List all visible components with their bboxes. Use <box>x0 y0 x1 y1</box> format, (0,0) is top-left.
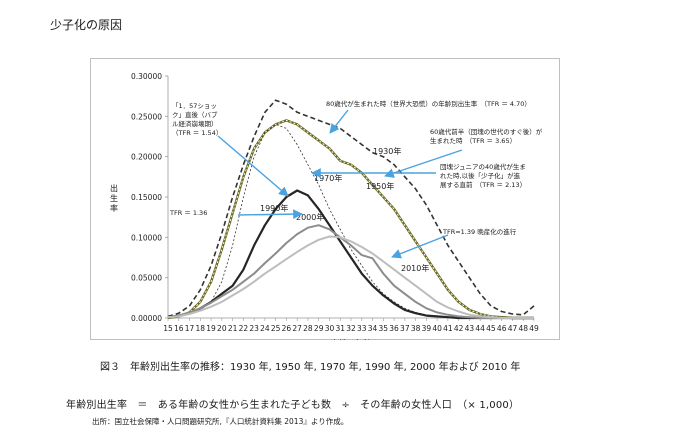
x-tick-label: 46 <box>497 324 507 333</box>
x-tick-label: 27 <box>292 324 302 333</box>
x-tick-label: 43 <box>465 324 475 333</box>
figure-caption: 図３ 年齢別出生率の推移：1930 年, 1950 年, 1970 年, 199… <box>100 362 521 373</box>
birth-rate-chart: 0.00000 0.05000 0.10000 0.15000 0.20000 0.250… <box>110 72 543 340</box>
x-tick-label: 49 <box>529 324 539 333</box>
annotation-arrow <box>217 135 289 197</box>
annotation-text: （TFR ＝ 1.54） <box>172 129 222 137</box>
x-tick-label: 35 <box>379 324 389 333</box>
x-tick-label: 47 <box>508 324 518 333</box>
x-tick-label: 25 <box>271 324 281 333</box>
x-axis-title: 女性の年齢 <box>331 338 371 340</box>
y-axis-title-char: 出 <box>110 183 118 193</box>
x-tick-label: 32 <box>346 324 356 333</box>
series-label: 1930年 <box>373 146 401 156</box>
series-label: 2000年 <box>296 212 324 222</box>
x-tick-label: 40 <box>432 324 442 333</box>
x-tick-label: 48 <box>518 324 528 333</box>
x-tick-label: 42 <box>454 324 464 333</box>
annotation-text: 団塊ジュニアの40歳代が生ま <box>440 162 526 171</box>
annotation-text: TFR ＝ 1.36 <box>169 209 207 217</box>
source-note: 出所：国立社会保障・人口問題研究所,『人口統計資料集 2013』より作成。 <box>92 417 349 426</box>
x-tick-label: 31 <box>335 324 345 333</box>
y-tick-label: 0.25000 <box>131 112 162 121</box>
annotation-text: れた時,以後「少子化」が進 <box>440 171 521 180</box>
x-tick-label: 29 <box>314 324 324 333</box>
series-label: 1950年 <box>366 181 394 191</box>
series-label: 1970年 <box>314 173 342 183</box>
x-tick-label: 39 <box>422 324 432 333</box>
series-line-1930年 <box>167 99 535 318</box>
x-tick-label: 18 <box>196 324 206 333</box>
x-tick-label: 23 <box>249 324 259 333</box>
page-title: 少子化の原因 <box>50 18 123 32</box>
x-tick-label: 45 <box>486 324 496 333</box>
x-tick-label: 20 <box>217 324 227 333</box>
annotation-text: 展する直前 （TFR ＝ 2.13） <box>440 180 526 189</box>
series-line-2010年 <box>167 235 534 319</box>
x-tick-label: 16 <box>174 324 184 333</box>
x-tick-label: 33 <box>357 324 367 333</box>
annotation-text: ク」直後（バブ <box>172 110 218 119</box>
annotation-text: 80歳代が生まれた時（世界大恐慌）の年齢別出生率 （TFR ＝ 4.70） <box>326 99 531 108</box>
x-tick-label: 22 <box>239 324 249 333</box>
y-tick-label: 0.05000 <box>131 274 162 283</box>
x-tick-label: 36 <box>389 324 399 333</box>
x-tick-label: 37 <box>400 324 410 333</box>
annotation-arrow <box>237 209 303 220</box>
annotation-arrow <box>391 234 449 259</box>
series-label: 2010年 <box>401 263 429 273</box>
y-axis-title-char: 率 <box>110 203 118 213</box>
series-line-1950年 <box>167 119 534 319</box>
series-line-1970年 <box>167 124 534 319</box>
x-tick-label: 41 <box>443 324 453 333</box>
x-tick-label: 19 <box>206 324 216 333</box>
x-tick-label: 44 <box>475 324 485 333</box>
annotation-text: 60歳代前半（団塊の世代のすぐ後）が <box>430 127 543 136</box>
annotation-arrow <box>329 109 349 134</box>
series-line-2000年 <box>167 224 534 319</box>
series-line-1990年 <box>167 189 534 320</box>
x-tick-label: 28 <box>303 324 313 333</box>
annotation-text: ル経済崩壊期） <box>172 119 218 128</box>
y-axis-title-char: 生 <box>110 193 118 203</box>
series-label: 1990年 <box>260 203 288 213</box>
x-tick-label: 15 <box>163 324 173 333</box>
x-tick-label: 24 <box>260 324 270 333</box>
series-line-1950-base <box>167 119 534 320</box>
x-tick-label: 26 <box>282 324 292 333</box>
y-tick-label: 0.15000 <box>131 193 162 202</box>
y-tick-label: 0.00000 <box>131 314 162 323</box>
formula-text: 年齢別出生率 ＝ ある年齢の女性から生まれた子ども数 ÷ その年齢の女性人口 （… <box>66 400 520 411</box>
x-tick-label: 30 <box>325 324 335 333</box>
x-tick-label: 34 <box>368 324 378 333</box>
x-tick-label: 17 <box>185 324 195 333</box>
y-tick-label: 0.10000 <box>131 233 162 242</box>
annotation-text: 生まれた時 （TFR ＝ 3.65） <box>430 136 516 145</box>
annotation-text: 「1．57ショッ <box>172 102 217 110</box>
x-tick-label: 21 <box>228 324 238 333</box>
annotation-arrow <box>384 149 463 178</box>
x-tick-label: 38 <box>411 324 421 333</box>
annotation-text: TFR=1.39 晩産化の進行 <box>442 227 517 236</box>
y-tick-label: 0.20000 <box>131 153 162 162</box>
y-tick-label: 0.30000 <box>131 72 162 81</box>
